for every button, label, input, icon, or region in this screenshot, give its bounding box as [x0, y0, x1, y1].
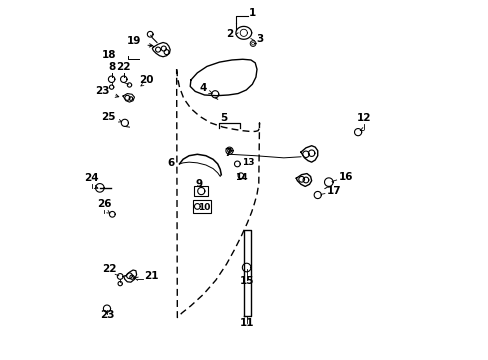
Text: 14: 14: [234, 173, 247, 182]
Text: 7: 7: [224, 148, 232, 158]
Text: 12: 12: [356, 113, 371, 123]
Text: 22: 22: [116, 62, 131, 72]
Text: 17: 17: [326, 185, 341, 195]
Text: 1: 1: [248, 8, 256, 18]
Text: 9: 9: [195, 179, 202, 189]
Text: 21: 21: [143, 271, 158, 281]
Text: 4: 4: [199, 84, 206, 93]
Text: 3: 3: [255, 34, 263, 44]
Bar: [194, 186, 207, 196]
Text: 15: 15: [239, 276, 253, 285]
Text: 19: 19: [126, 36, 141, 46]
Text: 5: 5: [220, 113, 227, 123]
Text: 16: 16: [339, 172, 353, 182]
Text: 13: 13: [241, 158, 254, 167]
Text: 22: 22: [102, 264, 117, 274]
Text: 24: 24: [84, 173, 99, 183]
Text: 18: 18: [101, 50, 116, 60]
Text: 23: 23: [95, 86, 109, 95]
Text: 10: 10: [198, 203, 210, 212]
Text: 6: 6: [167, 158, 175, 168]
Text: 11: 11: [239, 319, 253, 328]
Text: 25: 25: [101, 112, 115, 122]
Text: 8: 8: [108, 62, 115, 72]
Text: 2: 2: [225, 29, 233, 39]
Bar: [192, 201, 210, 213]
Text: 26: 26: [97, 199, 111, 209]
Text: 23: 23: [100, 310, 114, 320]
Text: 20: 20: [139, 75, 153, 85]
